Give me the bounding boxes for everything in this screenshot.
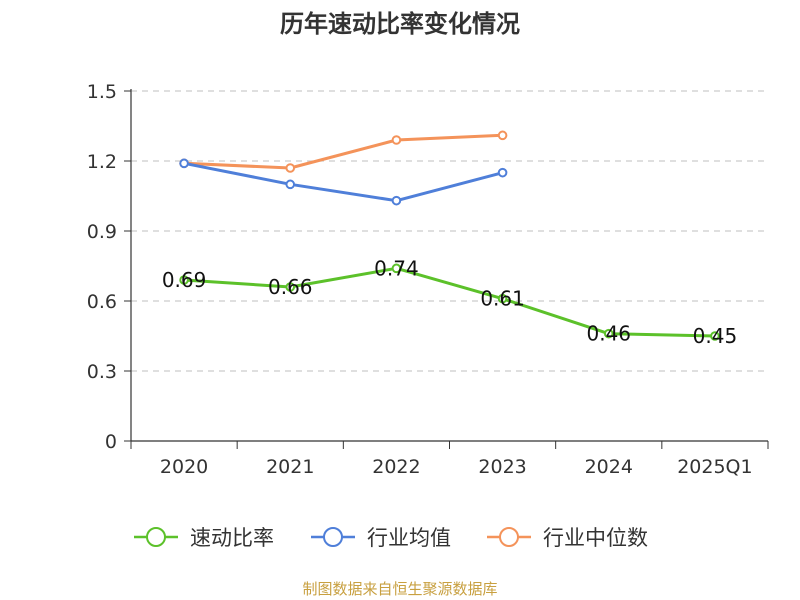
source-note: 制图数据来自恒生聚源数据库 xyxy=(302,580,498,598)
data-point xyxy=(179,275,189,285)
x-tick-label: 2025Q1 xyxy=(677,456,752,478)
y-tick-label: 0 xyxy=(105,431,117,453)
data-label: 0.61 xyxy=(480,287,525,311)
data-point xyxy=(285,163,296,173)
data-label: 0.66 xyxy=(268,275,313,299)
x-tick-label: 2020 xyxy=(160,456,208,478)
data-point xyxy=(285,282,296,292)
legend-label: 速动比率 xyxy=(190,526,274,550)
data-point xyxy=(391,135,402,145)
data-label: 0.46 xyxy=(586,322,631,346)
x-tick-label: 2022 xyxy=(372,456,420,478)
series-line xyxy=(182,133,505,170)
legend-marker xyxy=(146,527,166,547)
data-point xyxy=(497,167,508,178)
series-line xyxy=(182,161,505,203)
data-point xyxy=(603,328,614,339)
data-label: 0.74 xyxy=(374,256,419,280)
data-point xyxy=(710,331,720,341)
data-point xyxy=(179,158,189,169)
data-label: 0.45 xyxy=(693,324,738,348)
data-point xyxy=(391,195,402,206)
y-tick-label: 0.6 xyxy=(87,291,117,313)
x-tick-label: 2023 xyxy=(478,456,526,478)
legend-label: 行业均值 xyxy=(367,526,451,550)
y-tick-label: 1.5 xyxy=(87,81,117,103)
data-label: 0.69 xyxy=(162,268,207,292)
y-tick-label: 1.2 xyxy=(87,151,117,173)
data-point xyxy=(497,130,508,141)
x-tick-label: 2024 xyxy=(585,456,633,478)
y-tick-label: 0.9 xyxy=(87,221,117,243)
series-line xyxy=(182,266,717,338)
x-tick-label: 2021 xyxy=(266,456,314,478)
data-point xyxy=(497,293,508,304)
y-tick-label: 0.3 xyxy=(87,361,117,383)
data-point xyxy=(285,179,296,190)
chart-title: 历年速动比率变化情况 xyxy=(280,10,520,38)
legend-marker xyxy=(499,527,519,547)
legend-marker xyxy=(323,527,343,547)
data-point xyxy=(391,263,402,274)
legend-label: 行业中位数 xyxy=(543,526,648,550)
